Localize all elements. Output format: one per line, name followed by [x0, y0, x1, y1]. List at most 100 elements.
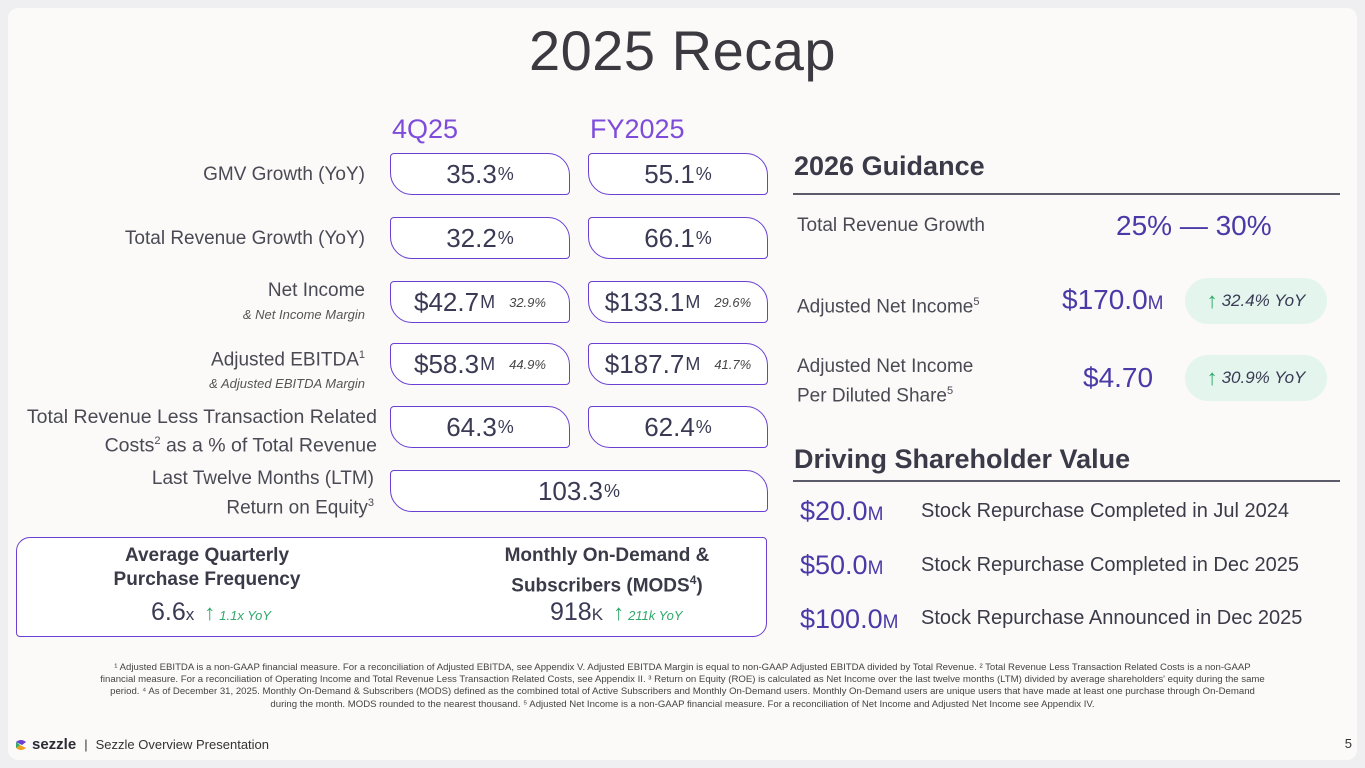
up-arrow-icon: ↑ [204, 600, 216, 625]
trltc-label-line1: Total Revenue Less Transaction Related [26, 406, 377, 428]
brand-name: sezzle [32, 736, 77, 753]
trltc-label-line2b: as a % of Total Revenue [160, 434, 377, 457]
mods-footnote-ref: 4 [689, 573, 697, 587]
revenue-growth-label: Total Revenue Growth (YoY) [124, 228, 365, 249]
column-header-4q25: 4Q25 [392, 114, 459, 144]
ebitda-footnote-ref: 1 [358, 349, 365, 361]
trltc-fy-unit: % [695, 416, 712, 437]
repurchase-amount-3: $100.0M [800, 604, 899, 634]
page-number: 5 [1344, 736, 1352, 751]
mods-heading: Monthly On-Demand & Subscribers (MODS4) [457, 544, 757, 598]
guidance-eps-label: Adjusted Net Income Per Diluted Share5 [797, 356, 974, 407]
net-income-4q25-unit: M [480, 291, 496, 312]
trltc-label-line2a: Costs [104, 434, 155, 457]
ebitda-fy-margin: 41.7% [714, 356, 752, 372]
guidance-eps-yoy-badge: ↑ 30.9% YoY [1185, 355, 1327, 401]
net-income-sub: & Net Income Margin [242, 307, 365, 322]
trltc-footnote-ref: 2 [154, 435, 161, 447]
up-arrow-icon: ↑ [613, 600, 625, 625]
column-header-fy2025: FY2025 [590, 114, 685, 144]
ebitda-fy-value: $187.7 [604, 348, 685, 379]
roe-label-line1: Last Twelve Months (LTM) [151, 468, 374, 489]
guidance-adj-net-income-yoy: 32.4% YoY [1221, 291, 1306, 310]
sezzle-logo-icon [14, 738, 28, 752]
page-title: 2025 Recap [528, 19, 836, 82]
trltc-4q25-unit: % [497, 416, 514, 437]
presentation-name: Sezzle Overview Presentation [95, 737, 270, 752]
repurchase-amount-1: $20.0M [800, 496, 884, 526]
net-income-fy-pill: $133.1 M 29.6% [588, 281, 768, 323]
roe-pill: 103.3% [390, 470, 768, 512]
roe-unit: % [604, 480, 621, 501]
ebitda-4q25-value: $58.3 [414, 348, 480, 379]
mods-heading-line2a: Subscribers (MODS [511, 575, 690, 597]
shareholder-value-divider [793, 480, 1340, 482]
guidance-revenue-value: 25% — 30% [1116, 210, 1272, 241]
guidance-adj-net-income-value: $170.0M [1062, 284, 1164, 315]
guidance-eps-value: $4.70 [1083, 362, 1154, 393]
net-income-4q25-value: $42.7 [414, 286, 480, 317]
footer-separator: | [84, 737, 88, 752]
trltc-4q25-pill: 64.3% [390, 406, 570, 448]
purchase-frequency-heading-line2: Purchase Frequency [113, 569, 301, 590]
net-income-label: Net Income & Net Income Margin [243, 279, 365, 327]
gmv-fy-pill: 55.1% [588, 153, 768, 195]
ebitda-title: Adjusted EBITDA [211, 349, 359, 371]
footnote-text: ¹ Adjusted EBITDA is a non-GAAP financia… [100, 662, 1265, 710]
repurchase-text-2: Stock Repurchase Completed in Dec 2025 [921, 554, 1299, 576]
gmv-fy-value: 55.1 [644, 158, 695, 189]
ebitda-label: Adjusted EBITDA1 & Adjusted EBITDA Margi… [209, 343, 365, 396]
mods-metric: 918K ↑ 211k YoY [550, 598, 683, 627]
gmv-growth-label: GMV Growth (YoY) [203, 164, 365, 185]
engagement-metrics-box: Average Quarterly Purchase Frequency 6.6… [16, 537, 767, 637]
revenue-fy-value: 66.1 [644, 222, 695, 253]
purchase-frequency-heading-line1: Average Quarterly [124, 545, 290, 566]
ebitda-4q25-margin: 44.9% [509, 356, 546, 372]
purchase-frequency-metric: 6.6x ↑ 1.1x YoY [151, 598, 271, 627]
guidance-title: 2026 Guidance [794, 151, 985, 181]
roe-footnote-ref: 3 [367, 497, 374, 509]
trltc-fy-value: 62.4 [644, 411, 695, 442]
ebitda-4q25-unit: M [480, 353, 496, 374]
mods-heading-line2b: ) [696, 575, 703, 597]
net-income-fy-value: $133.1 [604, 286, 685, 317]
revenue-4q25-value: 32.2 [446, 222, 497, 253]
guidance-eps-yoy: 30.9% YoY [1221, 368, 1306, 387]
revenue-fy-unit: % [695, 227, 712, 248]
revenue-4q25-unit: % [497, 227, 514, 248]
guidance-adj-net-income-yoy-badge: ↑ 32.4% YoY [1185, 278, 1327, 324]
gmv-4q25-value: 35.3 [446, 158, 497, 189]
up-arrow-icon: ↑ [1206, 365, 1218, 390]
roe-label-line2: Return on Equity [226, 497, 368, 519]
net-income-fy-margin: 29.6% [714, 294, 752, 310]
ebitda-fy-unit: M [685, 353, 701, 374]
repurchase-text-3: Stock Repurchase Announced in Dec 2025 [921, 607, 1303, 629]
ebitda-4q25-pill: $58.3 M 44.9% [390, 343, 570, 385]
net-income-4q25-pill: $42.7 M 32.9% [390, 281, 570, 323]
net-income-fy-unit: M [685, 291, 701, 312]
shareholder-value-title: Driving Shareholder Value [794, 444, 1131, 474]
guidance-divider [793, 193, 1340, 195]
purchase-frequency-value: 6.6x [151, 598, 195, 626]
roe-value: 103.3 [537, 475, 604, 506]
gmv-fy-unit: % [695, 163, 712, 184]
up-arrow-icon: ↑ [1206, 288, 1218, 313]
repurchase-text-1: Stock Repurchase Completed in Jul 2024 [921, 500, 1289, 522]
mods-yoy: 211k YoY [628, 608, 683, 623]
repurchase-amount-2: $50.0M [800, 550, 884, 580]
roe-label: Last Twelve Months (LTM) Return on Equit… [152, 467, 374, 520]
footer-brand: sezzle | Sezzle Overview Presentation [14, 736, 269, 753]
net-income-title: Net Income [267, 280, 365, 301]
gmv-4q25-unit: % [497, 163, 514, 184]
revenue-fy-pill: 66.1% [588, 217, 768, 259]
purchase-frequency-yoy: 1.1x YoY [219, 608, 272, 623]
mods-value: 918K [550, 598, 604, 626]
trltc-label: Total Revenue Less Transaction Related C… [27, 405, 377, 458]
trltc-4q25-value: 64.3 [446, 411, 497, 442]
net-income-4q25-margin: 32.9% [509, 294, 546, 310]
guidance-revenue-label: Total Revenue Growth [797, 215, 985, 236]
guidance-adj-net-income-label: Adjusted Net Income5 [797, 296, 980, 318]
purchase-frequency-heading: Average Quarterly Purchase Frequency [87, 544, 327, 592]
mods-heading-line1: Monthly On-Demand & [504, 545, 710, 566]
ebitda-fy-pill: $187.7 M 41.7% [588, 343, 768, 385]
